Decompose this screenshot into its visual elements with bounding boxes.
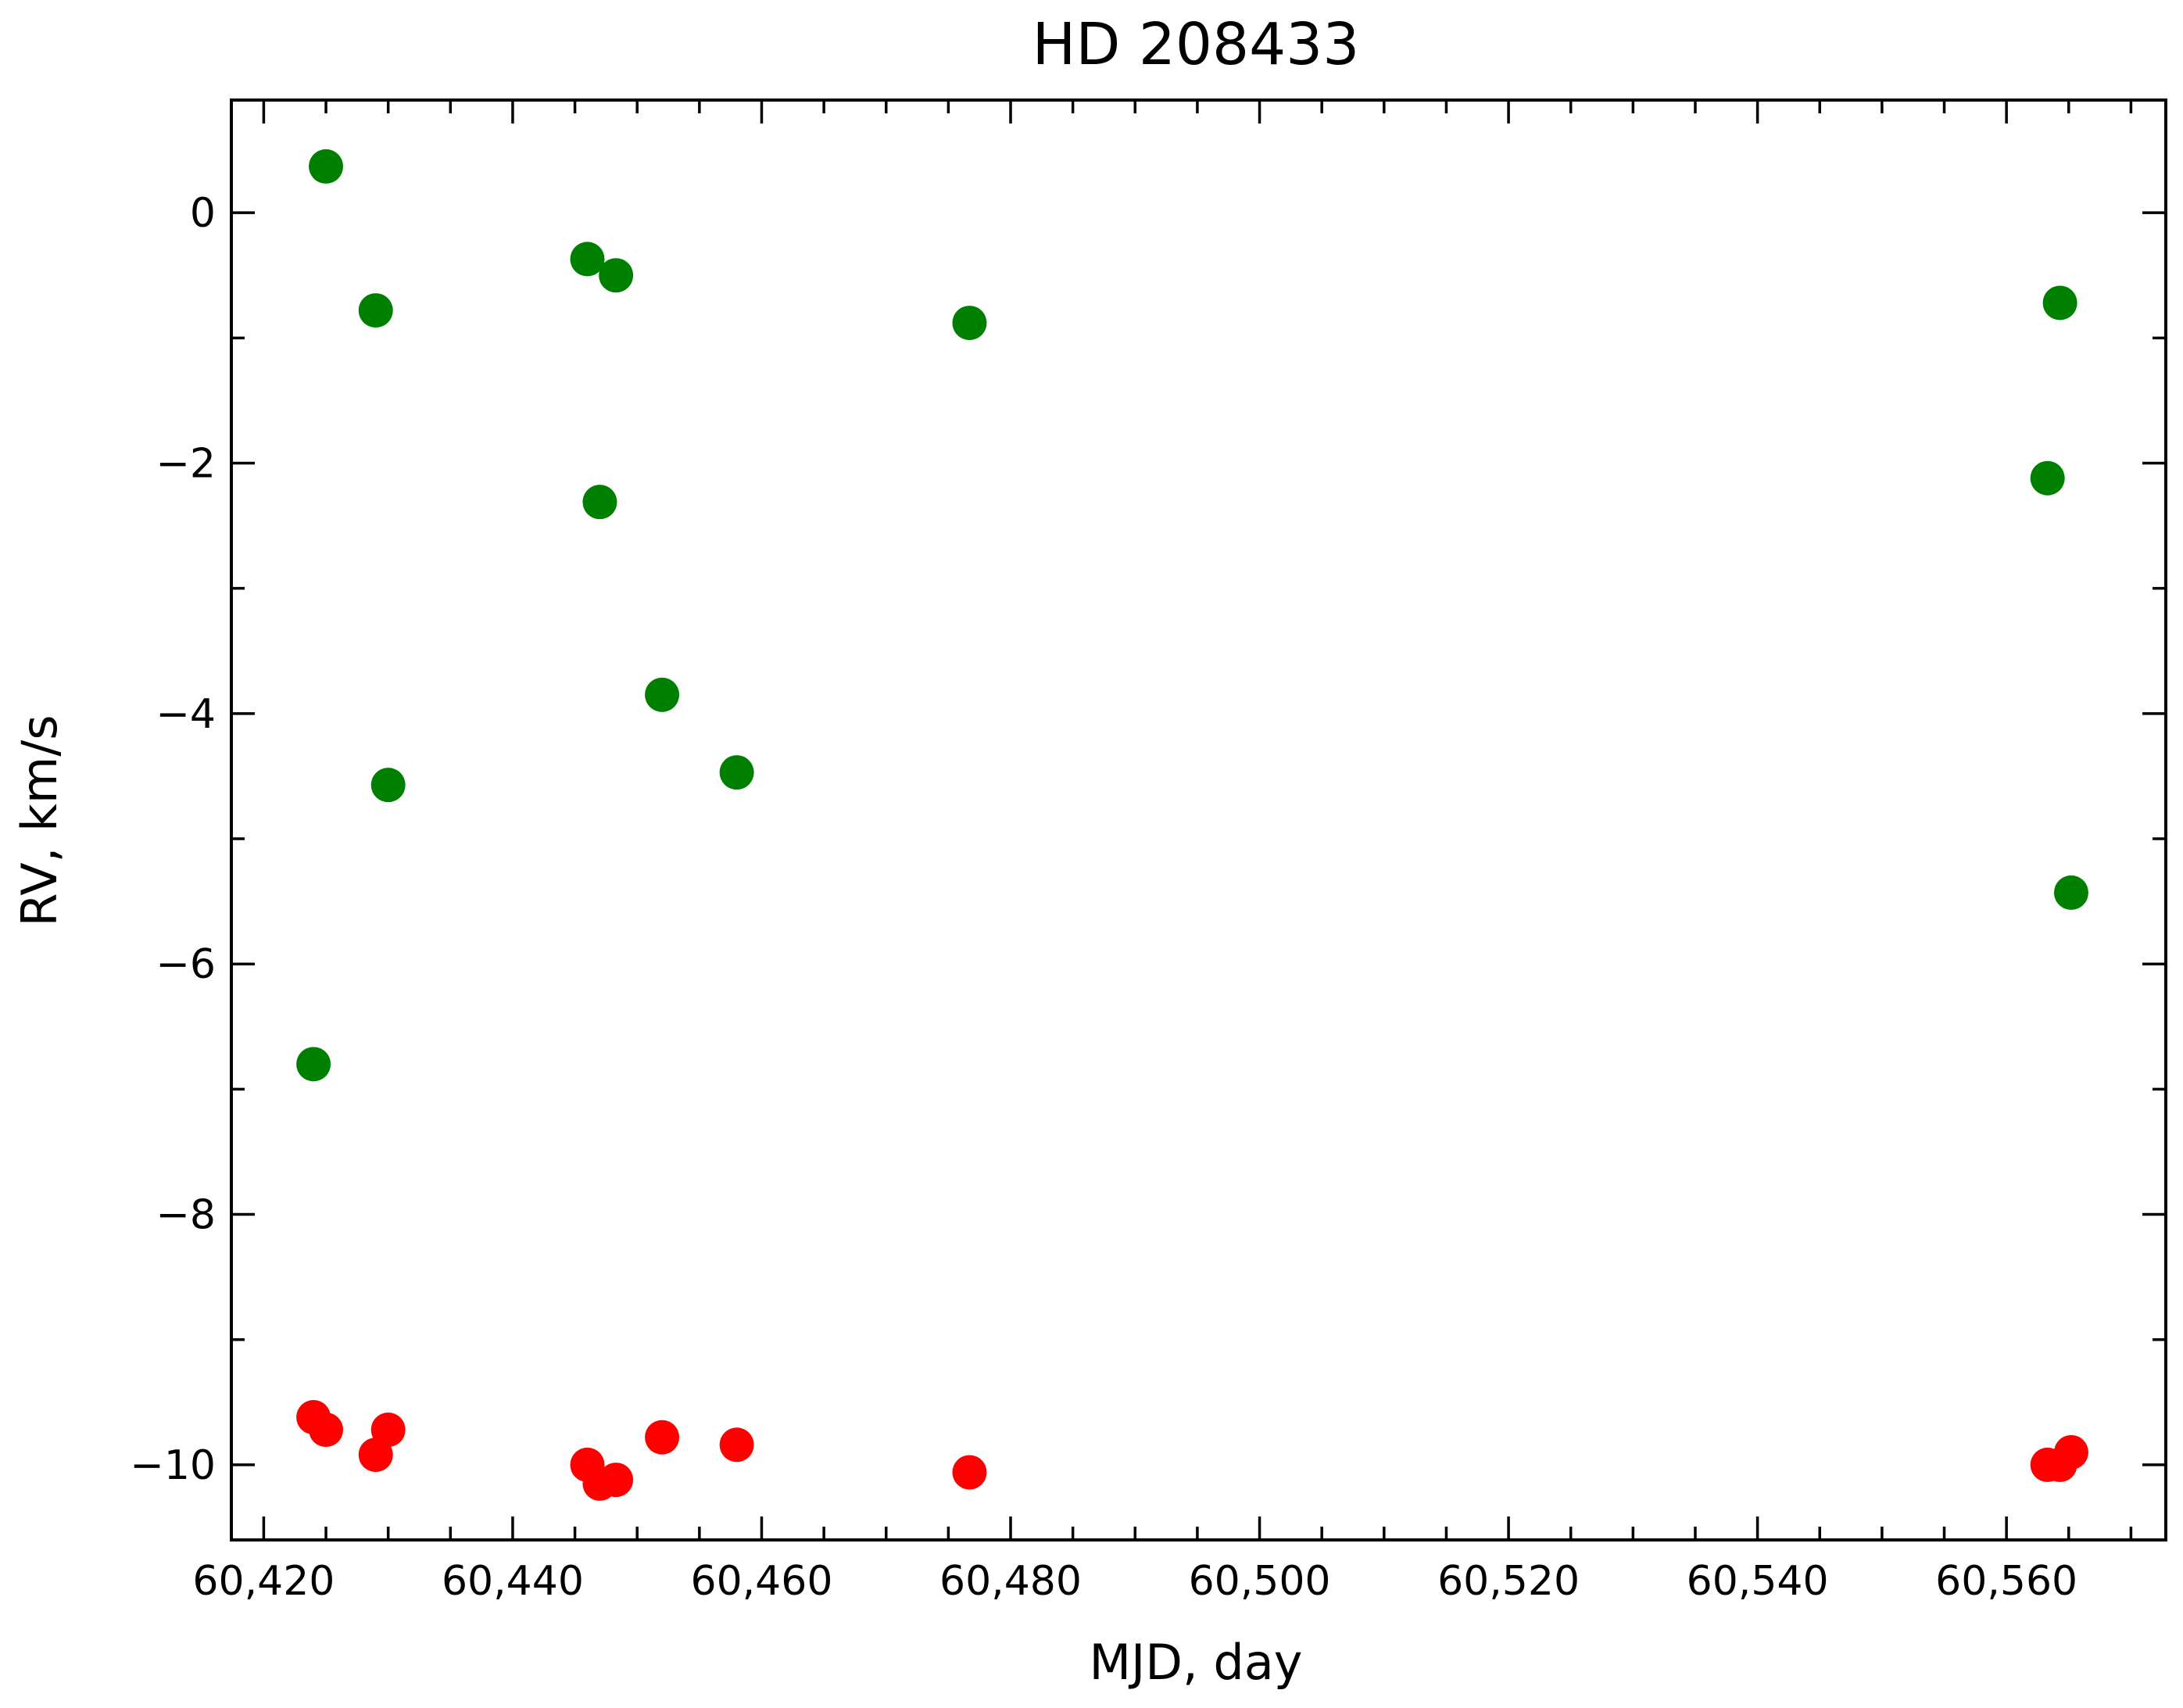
- axis-ticks: [231, 100, 2166, 1540]
- green-point: [952, 306, 987, 341]
- tick-labels: 60,420 60,440 60,460 60,480 60,500 60,520 60,5…: [130, 190, 2077, 1605]
- x-axis-label: MJD, day: [1090, 1634, 1303, 1691]
- x-tick-label: 60,520: [1437, 1558, 1580, 1605]
- y-tick-label: −8: [156, 1192, 216, 1239]
- red-point: [599, 1463, 634, 1498]
- green-point: [2030, 460, 2065, 496]
- green-point: [2042, 285, 2077, 320]
- x-tick-label: 60,420: [192, 1558, 335, 1605]
- red-point: [309, 1413, 344, 1448]
- y-tick-label: −2: [156, 441, 216, 488]
- red-point: [2053, 1434, 2088, 1470]
- green-point: [2053, 875, 2088, 910]
- red-point: [719, 1427, 754, 1463]
- green-point: [309, 149, 344, 184]
- x-tick-label: 60,540: [1687, 1558, 1829, 1605]
- green-point: [570, 242, 605, 277]
- y-tick-label: −10: [130, 1442, 216, 1489]
- x-tick-label: 60,560: [1935, 1558, 2077, 1605]
- data-points: [296, 149, 2088, 1501]
- x-tick-label: 60,440: [442, 1558, 584, 1605]
- plot-frame: [230, 98, 2167, 1541]
- chart-title: HD 208433: [1032, 11, 1360, 78]
- green-point: [582, 485, 617, 520]
- x-tick-label: 60,500: [1189, 1558, 1331, 1605]
- red-point: [370, 1413, 406, 1448]
- y-axis-label: RV, km/s: [11, 714, 68, 926]
- y-tick-label: 0: [190, 190, 216, 237]
- green-point: [599, 258, 634, 293]
- green-point: [370, 768, 406, 803]
- x-tick-label: 60,480: [939, 1558, 1082, 1605]
- red-point: [645, 1420, 680, 1455]
- red-point: [952, 1455, 987, 1490]
- green-point: [645, 677, 680, 712]
- y-tick-label: −6: [156, 941, 216, 988]
- green-point: [719, 755, 754, 790]
- x-tick-label: 60,460: [690, 1558, 832, 1605]
- green-point: [296, 1047, 331, 1082]
- green-point: [358, 293, 393, 328]
- y-tick-label: −4: [156, 691, 216, 738]
